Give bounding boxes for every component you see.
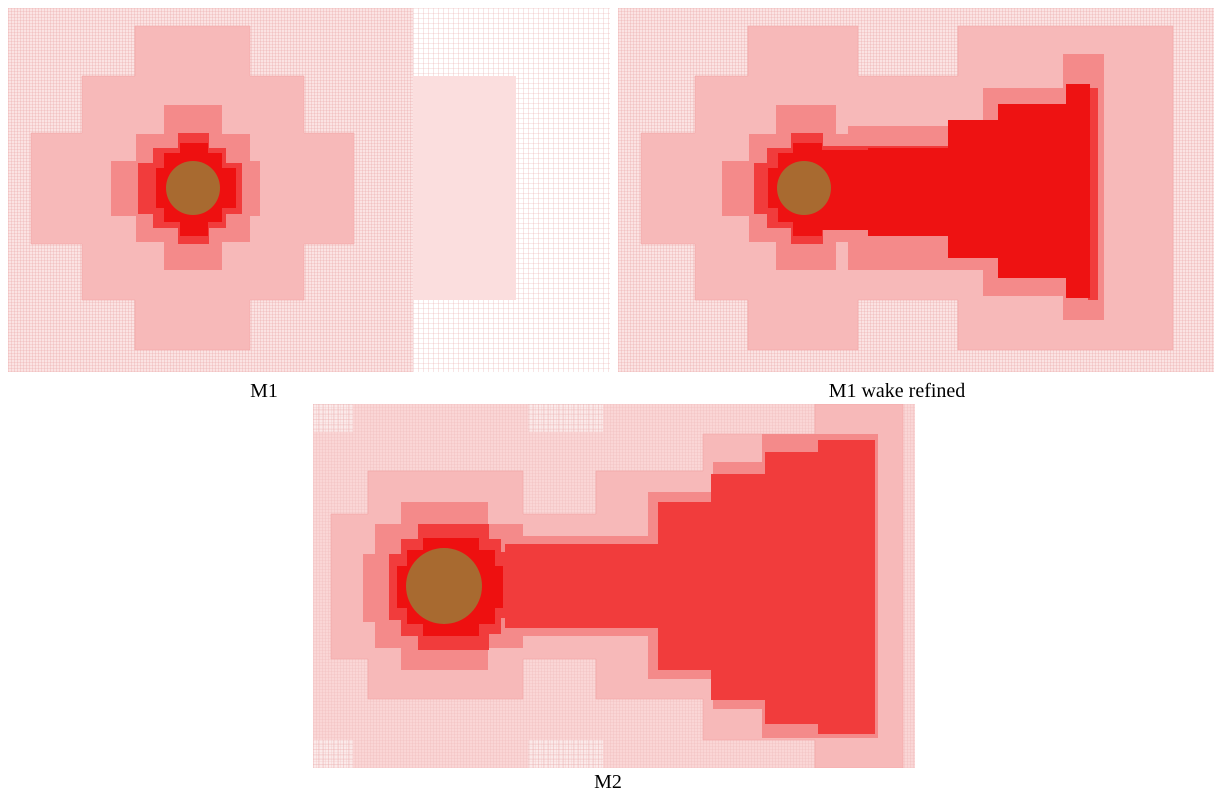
mesh-panel-m2 — [313, 404, 915, 768]
m2-level-3-region — [389, 440, 875, 734]
caption-m1: M1 — [250, 380, 278, 402]
m1w-wake-region — [768, 84, 1090, 298]
mesh-panel-m1 — [8, 8, 610, 372]
mesh-panel-m1-wake-refined — [618, 8, 1214, 372]
m1-mid-band — [413, 76, 516, 300]
m1-cylinder — [166, 161, 220, 215]
mesh-m1-svg — [8, 8, 610, 372]
caption-m2: M2 — [594, 771, 622, 793]
caption-m1-wake-refined: M1 wake refined — [828, 380, 966, 402]
m1w-cylinder — [777, 161, 831, 215]
mesh-m2-svg — [313, 404, 915, 768]
m2-cylinder — [406, 548, 482, 624]
mesh-m1-wake-svg — [618, 8, 1214, 372]
